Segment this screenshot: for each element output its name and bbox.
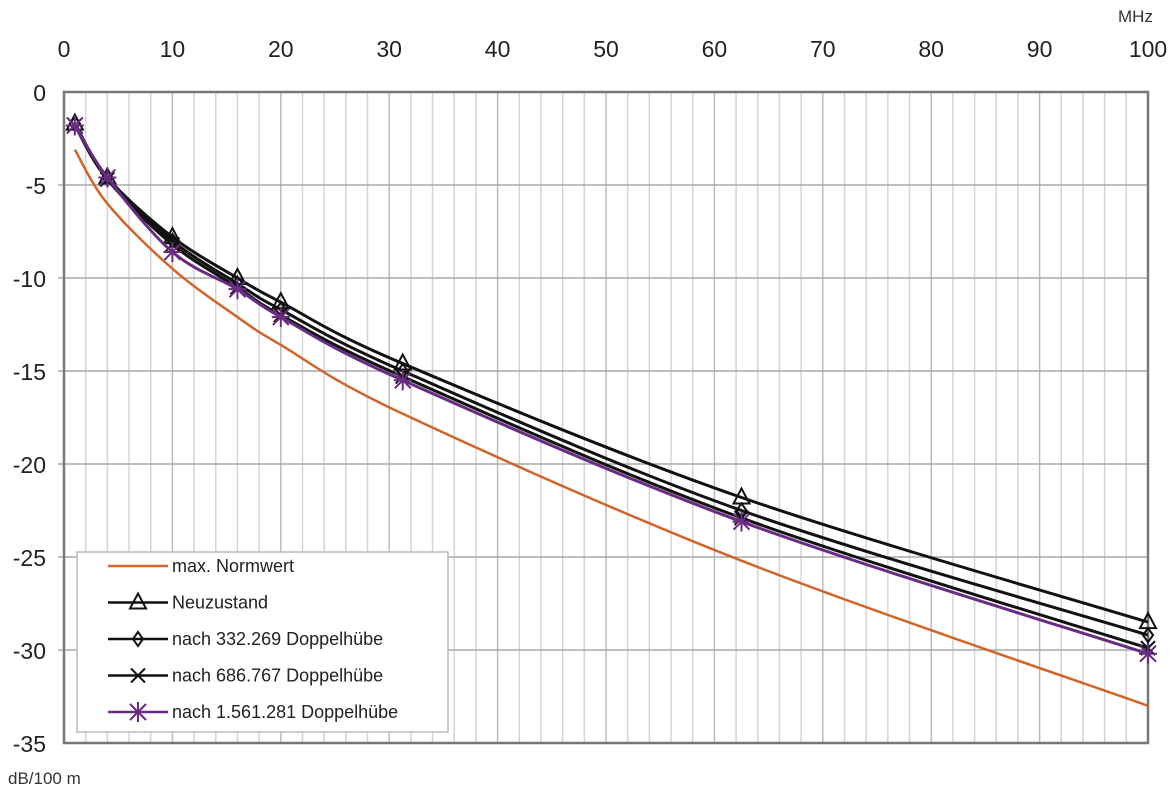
diamond-marker xyxy=(131,630,145,648)
x-tick-label: 30 xyxy=(376,36,402,62)
y-tick-label: -10 xyxy=(13,266,46,292)
series-line xyxy=(73,124,1149,650)
series-4 xyxy=(65,115,1157,664)
x-tick-label: 0 xyxy=(58,36,71,62)
legend-label: nach 1.561.281 Doppelhübe xyxy=(172,702,398,722)
y-tick-labels: 0 -5 -10 -15 -20 -25 -30 -35 xyxy=(13,80,46,757)
star-marker xyxy=(228,279,247,300)
x-tick-label: 80 xyxy=(918,36,944,62)
x-tick-label: 50 xyxy=(593,36,619,62)
series-group xyxy=(65,112,1158,707)
legend-label: max. Normwert xyxy=(172,556,294,576)
plot-border xyxy=(62,90,1150,745)
star-marker xyxy=(163,241,182,262)
y-tick-label: -35 xyxy=(13,731,46,757)
x-axis-label: MHz xyxy=(1118,7,1153,26)
series-0 xyxy=(73,149,1149,707)
star-marker xyxy=(98,167,117,188)
legend-label: nach 686.767 Doppelhübe xyxy=(172,666,383,686)
legend: max. Normwert Neuzustand nach 332.269 Dopp… xyxy=(76,551,449,733)
legend-item: nach 686.767 Doppelhübe xyxy=(108,666,383,686)
star-marker xyxy=(732,511,751,532)
y-axis-label: dB/100 m xyxy=(8,769,81,788)
x-tick-label: 10 xyxy=(160,36,186,62)
series-line xyxy=(73,149,1149,707)
y-tick-label: -5 xyxy=(26,173,46,199)
legend-label: nach 332.269 Doppelhübe xyxy=(172,629,383,649)
triangle-marker xyxy=(128,591,148,610)
star-marker xyxy=(393,370,412,391)
x-tick-label: 40 xyxy=(485,36,511,62)
x-tick-label: 60 xyxy=(702,36,728,62)
x-marker xyxy=(130,667,146,684)
y-tick-label: -20 xyxy=(13,452,46,478)
legend-item: Neuzustand xyxy=(108,591,268,613)
x-tick-labels: 0 10 20 30 40 50 60 70 80 90 100 xyxy=(58,36,1168,62)
star-marker xyxy=(129,702,147,722)
y-tick-label: -25 xyxy=(13,545,46,571)
legend-label: Neuzustand xyxy=(172,593,268,613)
x-tick-label: 100 xyxy=(1129,36,1167,62)
star-marker xyxy=(271,307,290,328)
series-line xyxy=(73,124,1149,656)
y-tick-label: 0 xyxy=(33,80,46,106)
legend-item: max. Normwert xyxy=(108,556,294,576)
y-tick-label: -30 xyxy=(13,638,46,664)
x-tick-label: 70 xyxy=(810,36,836,62)
star-marker xyxy=(1139,643,1157,664)
series-line xyxy=(73,122,1149,637)
x-tick-label: 20 xyxy=(268,36,294,62)
legend-item: nach 1.561.281 Doppelhübe xyxy=(108,702,398,722)
diamond-marker xyxy=(1141,626,1155,644)
series-line xyxy=(73,122,1149,624)
y-tick-label: -15 xyxy=(13,359,46,385)
x-tick-label: 90 xyxy=(1027,36,1053,62)
star-marker xyxy=(65,115,84,136)
legend-item: nach 332.269 Doppelhübe xyxy=(108,629,383,649)
